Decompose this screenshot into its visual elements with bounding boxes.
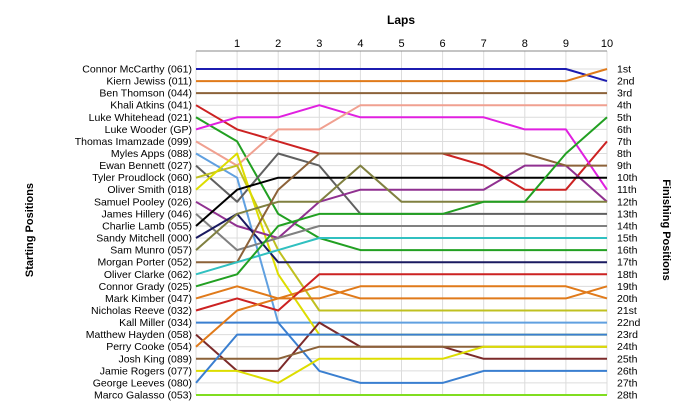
finishing-position-label: 21st <box>617 305 637 317</box>
finishing-position-label: 7th <box>617 136 632 148</box>
y-axis-right-label: Finishing Positions <box>660 179 672 280</box>
y-axis-left-label: Starting Positions <box>24 183 36 277</box>
starting-position-label: Thomas Imamzade (099) <box>75 136 192 148</box>
finishing-position-label: 28th <box>617 390 638 402</box>
finishing-position-label: 19th <box>617 281 638 293</box>
starting-position-label: Jamie Rogers (077) <box>100 365 192 377</box>
finishing-position-label: 26th <box>617 365 638 377</box>
starting-position-label: Luke Whitehead (021) <box>89 112 192 124</box>
starting-position-label: Kiern Jewiss (011) <box>106 76 192 88</box>
lap-tick-label: 3 <box>316 38 322 50</box>
starting-position-label: Luke Wooder (GP) <box>105 124 192 136</box>
starting-position-label: Oliver Clarke (062) <box>104 269 192 281</box>
lap-tick-label: 5 <box>398 38 404 50</box>
finishing-position-label: 5th <box>617 112 632 124</box>
series-lines <box>195 68 608 396</box>
driver-line-15 <box>195 212 607 264</box>
driver-line-14 <box>195 176 607 227</box>
driver-line-22 <box>196 321 607 384</box>
driver-line-21 <box>195 273 607 312</box>
starting-position-label: Oliver Smith (018) <box>107 184 192 196</box>
finishing-position-label: 27th <box>617 377 638 389</box>
lap-tick-label: 4 <box>357 38 363 50</box>
driver-line-5 <box>195 116 607 252</box>
starting-position-label: Sandy Mitchell (000) <box>96 233 192 245</box>
finishing-position-label: 20th <box>617 293 638 305</box>
finishing-position-label: 14th <box>617 220 638 232</box>
starting-position-label: Morgan Porter (052) <box>97 257 192 269</box>
finishing-position-label: 3rd <box>617 88 632 100</box>
finishing-position-label: 15th <box>617 233 638 245</box>
driver-line-20 <box>195 285 608 300</box>
finishing-position-label: 24th <box>617 341 638 353</box>
starting-position-label: George Leeves (080) <box>93 377 192 389</box>
starting-position-label: Charlie Lamb (055) <box>102 220 192 232</box>
driver-line-18 <box>195 237 607 276</box>
finishing-position-label: 6th <box>617 124 632 136</box>
driver-line-17 <box>196 152 607 264</box>
finishing-position-label: 18th <box>617 269 638 281</box>
driver-line-27 <box>195 333 607 384</box>
driver-line-1 <box>196 68 608 83</box>
starting-position-label: Sam Munro (057) <box>110 245 192 257</box>
finishing-position-label: 1st <box>617 64 631 76</box>
finishing-position-label: 2nd <box>617 76 635 88</box>
chart-title: Laps <box>387 13 415 27</box>
finishing-position-label: 4th <box>617 100 632 112</box>
starting-position-label: Samuel Pooley (026) <box>94 196 192 208</box>
starting-position-label: Marco Galasso (053) <box>94 390 192 402</box>
finishing-position-label: 17th <box>617 257 638 269</box>
lap-tick-label: 6 <box>440 38 446 50</box>
labels: 1 2 3 4 5 6 7 8 9 10 Connor McCarthy (061)Kiern Je… <box>75 38 641 402</box>
driver-line-26 <box>196 345 607 384</box>
driver-line-19 <box>195 116 608 288</box>
lap-tick-label: 9 <box>563 38 569 50</box>
driver-line-7 <box>195 104 607 167</box>
driver-line-16 <box>195 164 607 251</box>
lap-tick-label: 10 <box>601 38 613 50</box>
starting-position-label: Matthew Hayden (058) <box>86 329 192 341</box>
finishing-position-label: 16th <box>617 245 638 257</box>
finishing-position-label: 11th <box>617 184 637 196</box>
finishing-position-label: 8th <box>617 148 632 160</box>
starting-position-label: Tyler Proudlock (060) <box>92 172 192 184</box>
finishing-position-label: 13th <box>617 208 638 220</box>
starting-position-label: Khali Atkins (041) <box>110 100 192 112</box>
finishing-position-label: 25th <box>617 353 638 365</box>
starting-position-label: Myles Apps (088) <box>111 148 192 160</box>
starting-position-label: Perry Cooke (054) <box>106 341 192 353</box>
driver-line-6 <box>195 104 608 191</box>
finishing-position-label: 22nd <box>617 317 641 329</box>
starting-position-label: Connor McCarthy (061) <box>82 64 192 76</box>
starting-position-label: Josh King (089) <box>118 353 192 365</box>
finishing-position-label: 12th <box>617 196 638 208</box>
finishing-position-label: 10th <box>617 172 638 184</box>
driver-line-10 <box>195 164 607 312</box>
lap-tick-label: 1 <box>234 38 240 50</box>
starting-position-label: Mark Kimber (047) <box>105 293 192 305</box>
driver-line-12 <box>195 164 608 239</box>
lap-tick-label: 8 <box>522 38 528 50</box>
starting-position-label: Kall Miller (034) <box>119 317 192 329</box>
starting-position-label: Nicholas Reeve (032) <box>91 305 192 317</box>
starting-position-label: James Hillery (046) <box>102 208 192 220</box>
driver-line-8 <box>195 152 607 324</box>
finishing-position-label: 9th <box>617 160 632 172</box>
finishing-position-label: 23rd <box>617 329 638 341</box>
lap-tick-label: 2 <box>275 38 281 50</box>
starting-position-label: Ewan Bennett (027) <box>99 160 192 172</box>
starting-position-label: Ben Thomson (044) <box>99 88 192 100</box>
starting-position-label: Connor Grady (025) <box>99 281 192 293</box>
lap-tick-label: 7 <box>481 38 487 50</box>
driver-line-24 <box>195 285 608 348</box>
driver-line-2 <box>196 68 608 83</box>
